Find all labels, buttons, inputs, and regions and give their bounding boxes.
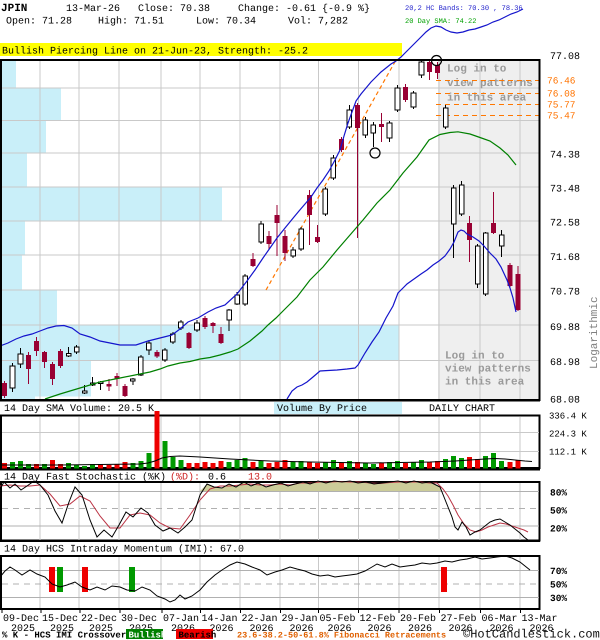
svg-text:Volume By Price: Volume By Price <box>277 403 367 415</box>
svg-text:2025: 2025 <box>50 624 74 635</box>
svg-text:20 Day SMA: 74.22: 20 Day SMA: 74.22 <box>405 18 476 26</box>
svg-text:High: 71.51: High: 71.51 <box>98 16 164 28</box>
svg-text:view patterns: view patterns <box>447 78 533 90</box>
svg-text:05-Feb: 05-Feb <box>320 613 356 625</box>
svg-text:30%: 30% <box>550 593 567 604</box>
svg-text:76.08: 76.08 <box>547 89 576 100</box>
svg-text:72.58: 72.58 <box>550 219 580 230</box>
svg-text:75.47: 75.47 <box>547 111 576 122</box>
svg-text:15-Dec: 15-Dec <box>42 614 78 625</box>
svg-text:2026: 2026 <box>530 624 554 635</box>
svg-text:13-Mar-26: 13-Mar-26 <box>66 4 120 15</box>
svg-text:2026: 2026 <box>408 624 432 635</box>
svg-text:Open: 71.28: Open: 71.28 <box>6 17 72 28</box>
svg-text:20-Feb: 20-Feb <box>400 613 436 625</box>
svg-text:Vol: 7,282: Vol: 7,282 <box>288 16 348 28</box>
svg-text:2025: 2025 <box>89 624 113 635</box>
svg-text:336.4 K: 336.4 K <box>549 412 587 422</box>
svg-text:14 Day SMA Volume: 20.5 K: 14 Day SMA Volume: 20.5 K <box>4 403 154 415</box>
svg-text:20,2 HC Bands: 70.30 , 78.36: 20,2 HC Bands: 70.30 , 78.36 <box>405 4 523 13</box>
svg-text:Close: 70.38: Close: 70.38 <box>138 3 210 15</box>
svg-text:Log in to: Log in to <box>447 64 507 76</box>
svg-text:69.88: 69.88 <box>550 323 580 334</box>
svg-text:% K - HCS IMI Crossover,: % K - HCS IMI Crossover, <box>2 631 132 640</box>
svg-text:2026: 2026 <box>210 624 234 635</box>
svg-text:112.1 K: 112.1 K <box>549 448 587 458</box>
svg-text:2026: 2026 <box>490 624 514 635</box>
svg-text:70%: 70% <box>550 566 567 577</box>
svg-text:2026: 2026 <box>328 624 352 635</box>
svg-text:Low: 70.34: Low: 70.34 <box>196 17 256 28</box>
svg-text:0.6: 0.6 <box>208 473 226 484</box>
svg-text:2026: 2026 <box>449 624 473 635</box>
svg-text:Bearish: Bearish <box>179 631 217 640</box>
svg-text:in this area: in this area <box>445 377 525 389</box>
svg-text:13.0: 13.0 <box>248 473 272 484</box>
svg-text:14 Day Fast Stochastic (%K): 14 Day Fast Stochastic (%K) <box>4 472 166 484</box>
svg-text:(%D):: (%D): <box>170 472 200 484</box>
svg-text:80%: 80% <box>550 488 567 499</box>
svg-text:27-Feb: 27-Feb <box>441 613 477 625</box>
svg-text:50%: 50% <box>550 506 567 517</box>
svg-text:Log in to: Log in to <box>445 351 505 363</box>
svg-text:12-Feb: 12-Feb <box>360 613 396 625</box>
svg-text:DAILY CHART: DAILY CHART <box>429 404 495 415</box>
svg-text:09-Dec: 09-Dec <box>3 614 39 625</box>
svg-text:68.08: 68.08 <box>550 396 580 407</box>
svg-text:75.77: 75.77 <box>547 100 576 111</box>
svg-text:71.68: 71.68 <box>550 253 580 264</box>
svg-text:50%: 50% <box>550 580 567 591</box>
svg-text:07-Jan: 07-Jan <box>163 614 199 625</box>
svg-text:2026: 2026 <box>250 624 274 635</box>
svg-text:68.98: 68.98 <box>550 358 580 369</box>
svg-text:©HotCandlestick.com: ©HotCandlestick.com <box>463 628 600 640</box>
svg-text:in this area: in this area <box>447 93 527 105</box>
svg-text:22-Jan: 22-Jan <box>242 614 278 625</box>
svg-text:Change: -0.61 {-0.9 %}: Change: -0.61 {-0.9 %} <box>238 3 370 15</box>
svg-text:23.6-38.2-50-61.8% Fibonacci R: 23.6-38.2-50-61.8% Fibonacci Retracement… <box>237 631 446 640</box>
svg-text:view patterns: view patterns <box>445 364 531 376</box>
svg-text:73.48: 73.48 <box>550 184 580 195</box>
svg-text:74.38: 74.38 <box>550 150 580 161</box>
svg-text:224.3 K: 224.3 K <box>549 430 587 440</box>
svg-text:76.46: 76.46 <box>547 76 576 87</box>
svg-text:13-Mar: 13-Mar <box>522 614 558 625</box>
svg-text:70.78: 70.78 <box>550 288 580 299</box>
svg-text:JPIN: JPIN <box>1 3 27 15</box>
svg-text:Logarithmic: Logarithmic <box>589 296 600 369</box>
svg-text:22-Dec: 22-Dec <box>81 614 117 625</box>
svg-text:06-Mar: 06-Mar <box>482 614 518 625</box>
svg-text:14-Jan: 14-Jan <box>202 614 238 625</box>
svg-text:30-Dec: 30-Dec <box>121 614 157 625</box>
svg-text:29-Jan: 29-Jan <box>282 614 318 625</box>
svg-text:2026: 2026 <box>368 624 392 635</box>
svg-text:Bullish: Bullish <box>129 631 167 640</box>
svg-text:2025: 2025 <box>11 624 35 635</box>
svg-text:77.08: 77.08 <box>550 52 580 63</box>
svg-text:20%: 20% <box>550 524 567 535</box>
svg-text:2026: 2026 <box>290 624 314 635</box>
svg-text:14 Day HCS Intraday Momentum (: 14 Day HCS Intraday Momentum (IMI): 67.0 <box>4 544 244 556</box>
svg-text:Bullish Piercing Line on 21-Ju: Bullish Piercing Line on 21-Jun-23, Stre… <box>2 46 308 58</box>
